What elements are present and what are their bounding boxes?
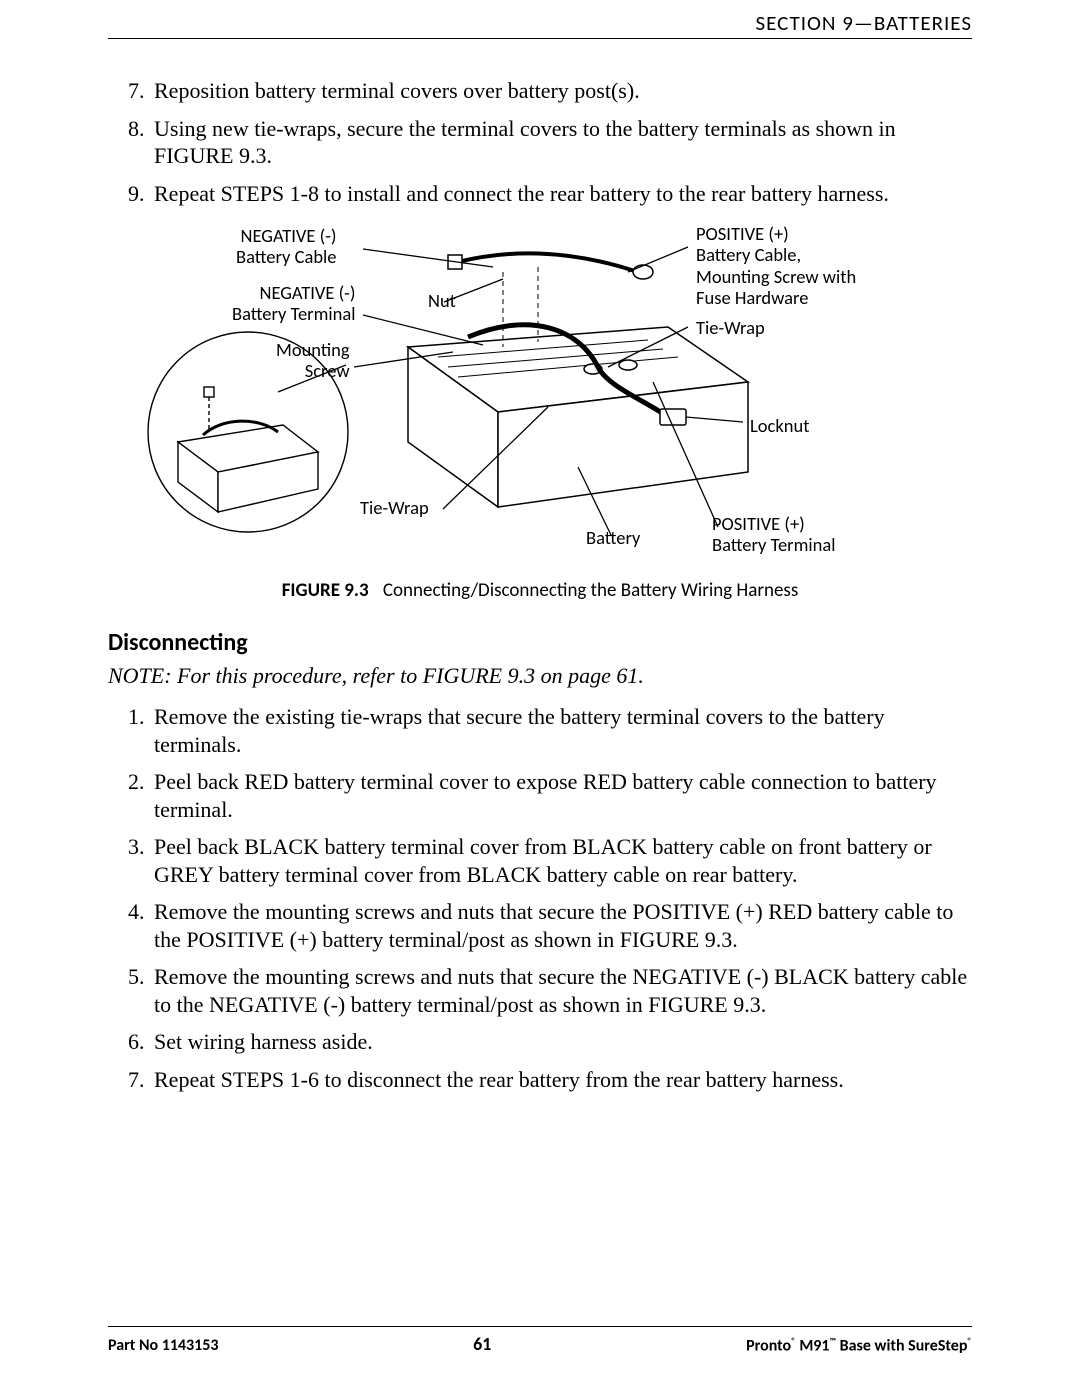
step-item: Remove the mounting screws and nuts that… xyxy=(150,898,972,953)
footer-brand-1: Pronto xyxy=(746,1336,791,1355)
reg-mark-icon: ® xyxy=(791,1336,796,1347)
page-body: Reposition battery terminal covers over … xyxy=(108,77,972,1093)
steps-top-list: Reposition battery terminal covers over … xyxy=(108,77,972,207)
footer-brand-2: M91 xyxy=(799,1336,829,1355)
footer-product: Pronto® M91™ Base with SureStep® xyxy=(746,1336,972,1355)
section-header: SECTION 9—BATTERIES xyxy=(108,10,972,39)
label-neg-cable: NEGATIVE (-)Battery Cable xyxy=(236,225,337,268)
label-neg-terminal: NEGATIVE (-)Battery Terminal xyxy=(232,282,355,325)
footer-page-number: 61 xyxy=(473,1333,491,1355)
label-tie-wrap-2: Tie-Wrap xyxy=(696,317,765,338)
label-tie-wrap-1: Tie-Wrap xyxy=(360,497,429,518)
step-item: Repeat STEPS 1-6 to disconnect the rear … xyxy=(150,1066,972,1094)
label-battery: Battery xyxy=(586,527,640,548)
label-mounting-screw: MountingScrew xyxy=(276,339,350,382)
note-text: NOTE: For this procedure, refer to FIGUR… xyxy=(108,663,972,689)
step-item: Peel back BLACK battery terminal cover f… xyxy=(150,833,972,888)
reg-mark-icon-2: ® xyxy=(967,1336,972,1347)
step-item: Peel back RED battery terminal cover to … xyxy=(150,768,972,823)
step-item: Remove the mounting screws and nuts that… xyxy=(150,963,972,1018)
step-item: Reposition battery terminal covers over … xyxy=(150,77,972,105)
figure-9-3: NEGATIVE (-)Battery Cable NEGATIVE (-)Ba… xyxy=(108,217,972,577)
label-pos-cable: POSITIVE (+)Battery Cable,Mounting Screw… xyxy=(696,223,886,308)
step-item: Set wiring harness aside. xyxy=(150,1028,972,1056)
page: SECTION 9—BATTERIES Reposition battery t… xyxy=(0,0,1080,1397)
footer-brand-3: Base with SureStep xyxy=(840,1336,968,1355)
step-item: Repeat STEPS 1-8 to install and connect … xyxy=(150,180,972,208)
step-item: Using new tie-wraps, secure the terminal… xyxy=(150,115,972,170)
steps-bottom-list: Remove the existing tie-wraps that secur… xyxy=(108,703,972,1093)
figure-caption: FIGURE 9.3 Connecting/Disconnecting the … xyxy=(108,579,972,602)
label-pos-terminal: POSITIVE (+)Battery Terminal xyxy=(712,513,835,556)
figure-id: FIGURE 9.3 xyxy=(282,579,369,602)
subheading-disconnecting: Disconnecting xyxy=(108,628,972,657)
footer-part-no: Part No 1143153 xyxy=(108,1336,218,1355)
label-locknut: Locknut xyxy=(750,415,809,436)
tm-mark-icon: ™ xyxy=(830,1336,836,1347)
page-footer: Part No 1143153 61 Pronto® M91™ Base wit… xyxy=(108,1326,972,1355)
figure-caption-text: Connecting/Disconnecting the Battery Wir… xyxy=(383,579,798,602)
step-item: Remove the existing tie-wraps that secur… xyxy=(150,703,972,758)
label-nut: Nut xyxy=(428,290,456,311)
